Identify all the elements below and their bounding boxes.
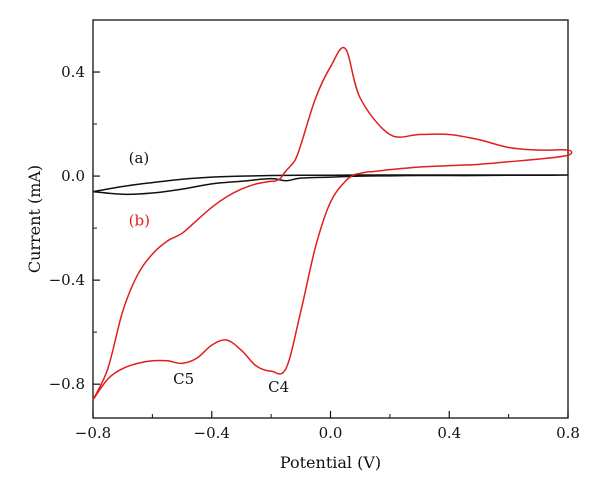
y-tick-label: −0.8 — [49, 375, 85, 393]
x-tick-label: −0.4 — [194, 424, 230, 442]
y-tick-label: 0.4 — [61, 63, 85, 81]
annotation-a: (a) — [129, 149, 150, 167]
x-axis-title: Potential (V) — [280, 453, 381, 472]
series-line-a — [92, 174, 569, 196]
plot-frame — [92, 19, 569, 419]
x-tick-label: −0.8 — [75, 424, 111, 442]
y-tick-label: −0.4 — [49, 271, 85, 289]
series-layer — [92, 46, 573, 401]
series-line-b — [92, 46, 573, 401]
plot-area — [92, 19, 569, 419]
x-tick-label: 0.4 — [437, 424, 461, 442]
annotation-c5: C5 — [173, 370, 194, 388]
y-axis: −0.8 −0.4 0.0 0.4 — [49, 19, 100, 393]
annotation-layer: (a) (b) C5 C4 — [129, 149, 290, 396]
y-tick-label: 0.0 — [61, 167, 85, 185]
annotation-b: (b) — [129, 212, 150, 230]
x-tick-label: 0.0 — [319, 424, 343, 442]
y-axis-title: Current (mA) — [25, 165, 44, 273]
annotation-c4: C4 — [268, 378, 289, 396]
x-tick-label: 0.8 — [556, 424, 580, 442]
x-axis: −0.8 −0.4 0.0 0.4 0.8 — [75, 411, 580, 442]
